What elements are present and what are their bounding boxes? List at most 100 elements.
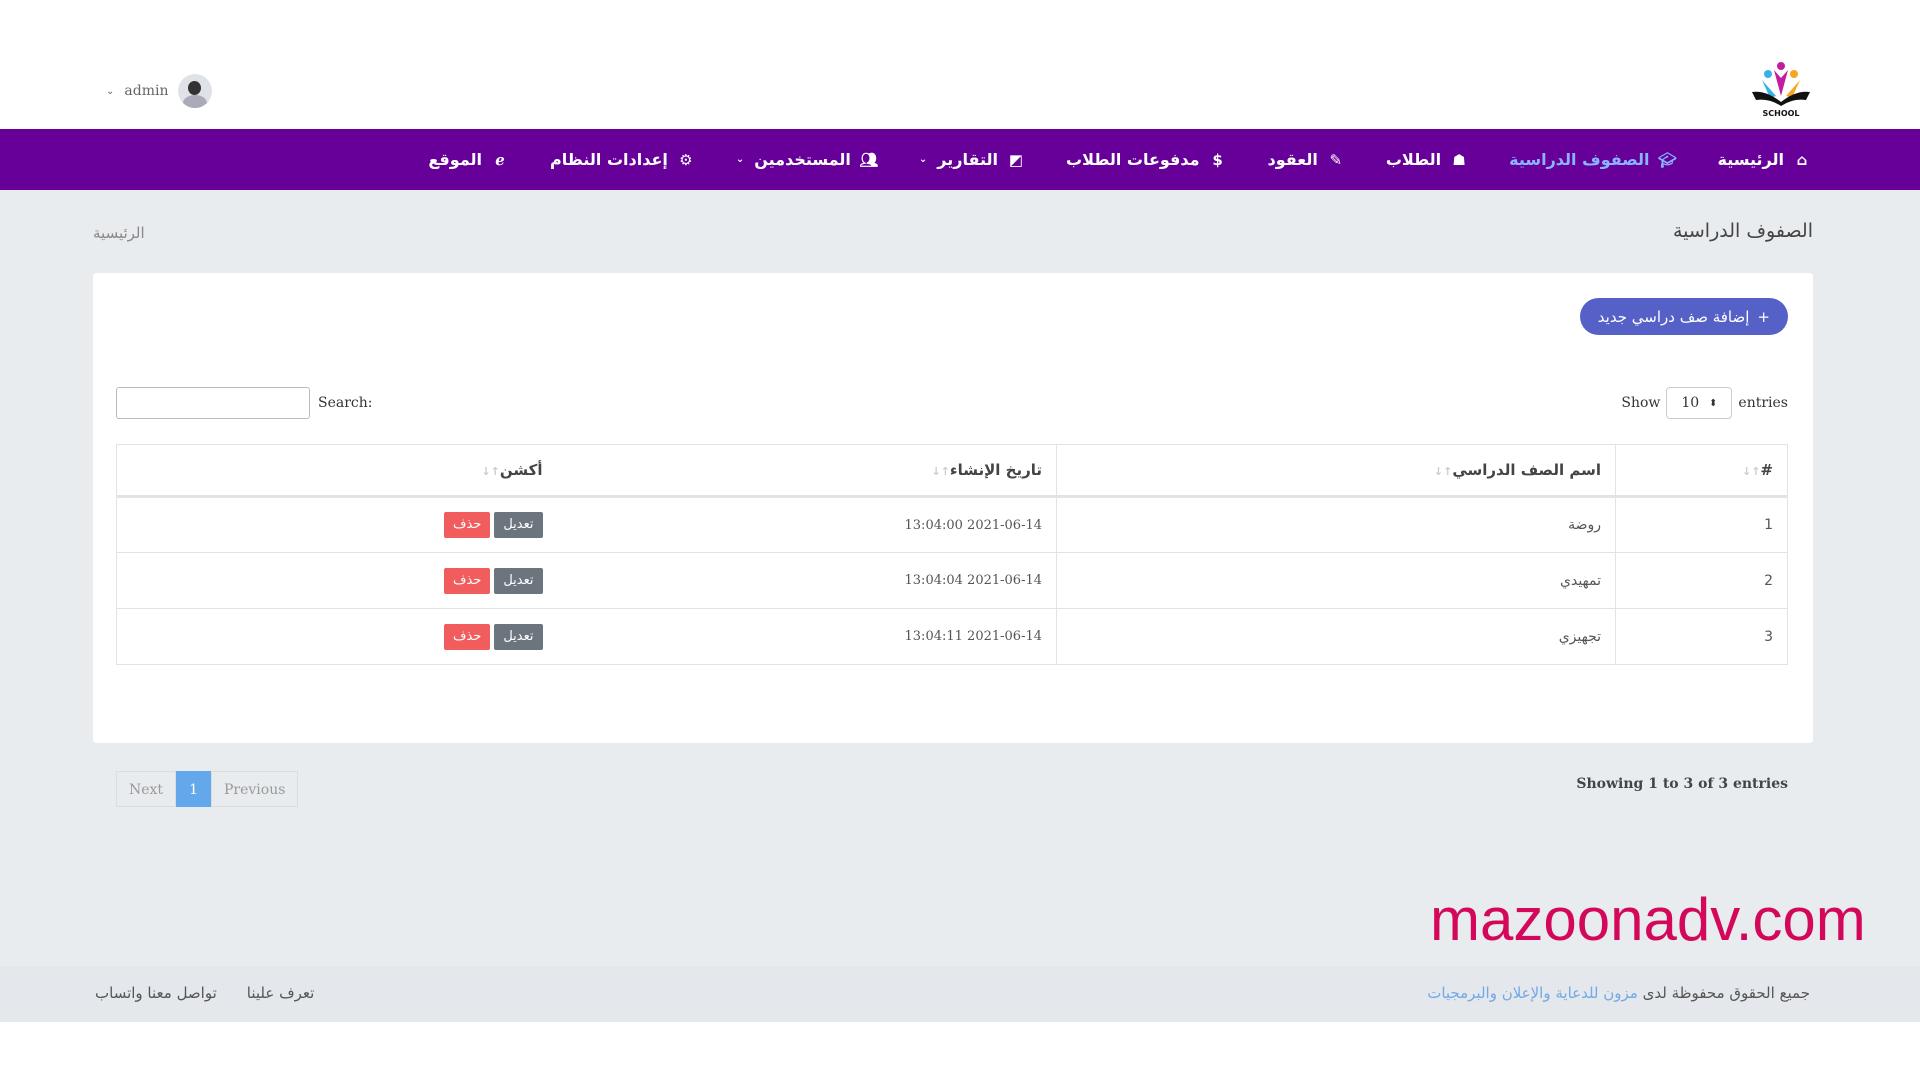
col-action[interactable]: أكشن↑↓ <box>116 444 557 498</box>
page-1-button[interactable]: 1 <box>176 771 211 807</box>
sort-icon: ↑↓ <box>1433 465 1453 478</box>
footer: جميع الحقوق محفوظة لدى مزون للدعاية والإ… <box>0 966 1920 1022</box>
sort-icon: ↑↓ <box>931 465 950 478</box>
cell-date: 2021-06-14 13:04:00 <box>556 496 1057 553</box>
col-name[interactable]: اسم الصف الدراسي↑↓ <box>1056 444 1616 498</box>
chevron-down-icon: ⌄ <box>918 154 928 165</box>
edit-button[interactable]: تعديل <box>494 512 543 538</box>
school-logo[interactable]: SCHOOL <box>1748 60 1814 120</box>
nav-label: الصفوف الدراسية <box>1509 150 1650 169</box>
home-icon: ⌂ <box>1796 150 1808 169</box>
nav-label: التقارير <box>937 150 998 169</box>
previous-page-button[interactable]: Previous <box>210 771 299 807</box>
breadcrumb-home[interactable]: الرئيسية <box>93 224 145 242</box>
search-label: Search: <box>318 395 373 411</box>
nav-users[interactable]: 👥︎ المستخدمين ⌄ <box>736 150 879 169</box>
classes-table: #↑↓ اسم الصف الدراسي↑↓ تاريخ الإنشاء↑↓ أ… <box>116 444 1788 665</box>
nav-label: الرئيسية <box>1717 150 1785 169</box>
svg-text:SCHOOL: SCHOOL <box>1762 109 1799 118</box>
copyright: جميع الحقوق محفوظة لدى مزون للدعاية والإ… <box>1427 984 1810 1002</box>
delete-button[interactable]: حذف <box>443 567 491 594</box>
cell-actions: تعديلحذف <box>116 496 557 553</box>
file-signature-icon: ✎ <box>1329 150 1343 169</box>
pagination: Next 1 Previous <box>116 771 299 807</box>
users-icon: 👥︎ <box>859 150 879 169</box>
header-label: أكشن <box>499 461 543 479</box>
nav-home[interactable]: ⌂ الرئيسية <box>1718 150 1813 169</box>
sort-arrows-icon: ⬍ <box>1709 397 1718 409</box>
nav-label: الموقع <box>428 150 483 169</box>
delete-button[interactable]: حذف <box>443 623 491 650</box>
nav-contracts[interactable]: ✎ العقود <box>1268 150 1346 169</box>
show-label: Show <box>1621 395 1661 411</box>
cell-name: تمهيدي <box>1056 552 1616 609</box>
edit-button[interactable]: تعديل <box>494 567 543 594</box>
nav-payments[interactable]: $ مدفوعات الطلاب <box>1066 150 1228 169</box>
entries-select[interactable]: 10 ⬍ <box>1666 387 1733 419</box>
entries-value: 10 <box>1681 395 1700 411</box>
edit-square-icon: ◩ <box>1008 150 1024 169</box>
table-row: 1 روضة 2021-06-14 13:04:00 تعديلحذف <box>116 496 1788 553</box>
graduation-cap-icon: 🎓︎ <box>1657 150 1678 169</box>
avatar <box>178 74 213 108</box>
chevron-down-icon: ⌄ <box>106 85 115 97</box>
user-graduate-icon: ☗ <box>1452 150 1466 169</box>
entries-length: Show 10 ⬍ entries <box>1621 387 1788 419</box>
page-title: الصفوف الدراسية <box>1672 220 1813 242</box>
chevron-down-icon: ⌄ <box>735 154 745 165</box>
nav-label: مدفوعات الطلاب <box>1066 150 1200 169</box>
add-class-label: إضافة صف دراسي جديد <box>1597 307 1750 326</box>
header-label: تاريخ الإنشاء <box>949 461 1042 479</box>
cell-number: 1 <box>1615 496 1788 553</box>
col-number[interactable]: #↑↓ <box>1615 444 1788 498</box>
entries-label: entries <box>1738 395 1788 411</box>
about-link[interactable]: تعرف علينا <box>246 984 315 1002</box>
user-menu[interactable]: ⌄ admin <box>106 74 213 108</box>
watermark: mazoonadv.com <box>1430 886 1866 953</box>
cell-name: روضة <box>1056 496 1616 553</box>
header-label: اسم الصف الدراسي <box>1452 461 1601 479</box>
table-row: 2 تمهيدي 2021-06-14 13:04:04 تعديلحذف <box>116 552 1788 609</box>
table-row: 3 تجهيزي 2021-06-14 13:04:11 تعديلحذف <box>116 608 1788 665</box>
company-link[interactable]: مزون للدعاية والإعلان والبرمجيات <box>1427 984 1638 1002</box>
nav-label: الطلاب <box>1385 150 1442 169</box>
nav-label: المستخدمين <box>754 150 851 169</box>
cell-number: 2 <box>1615 552 1788 609</box>
cell-date: 2021-06-14 13:04:11 <box>556 608 1057 665</box>
copyright-text: جميع الحقوق محفوظة لدى <box>1642 984 1810 1002</box>
user-name: admin <box>124 83 169 99</box>
edit-button[interactable]: تعديل <box>494 623 543 650</box>
cell-actions: تعديلحذف <box>116 608 557 665</box>
main-content: الصفوف الدراسية الرئيسية + إضافة صف دراسي… <box>0 190 1920 966</box>
nav-reports[interactable]: ◩ التقارير ⌄ <box>919 150 1026 169</box>
main-nav: ⌂ الرئيسية 🎓︎ الصفوف الدراسية ☗ الطلاب ✎ الع… <box>0 129 1920 190</box>
cell-date: 2021-06-14 13:04:04 <box>556 552 1057 609</box>
table-info: Showing 1 to 3 of 3 entries <box>1576 776 1788 792</box>
cell-actions: تعديلحذف <box>116 552 557 609</box>
dollar-icon: $ <box>1212 150 1223 169</box>
nav-classes[interactable]: 🎓︎ الصفوف الدراسية <box>1509 150 1677 169</box>
header-label: # <box>1760 461 1773 479</box>
classes-card: + إضافة صف دراسي جديد Show 10 ⬍ entries Se… <box>93 273 1813 807</box>
nav-settings[interactable]: ⚙ إعدادات النظام <box>550 150 696 169</box>
plus-icon: + <box>1757 307 1770 326</box>
search-box: Search: <box>116 387 373 419</box>
delete-button[interactable]: حذف <box>443 512 491 538</box>
whatsapp-link[interactable]: تواصل معنا واتساب <box>95 984 217 1002</box>
nav-students[interactable]: ☗ الطلاب <box>1386 150 1469 169</box>
nav-website[interactable]: ℯ الموقع <box>428 150 510 169</box>
search-input[interactable] <box>116 387 310 419</box>
gear-icon: ⚙ <box>679 150 693 169</box>
cell-number: 3 <box>1615 608 1788 665</box>
top-header: SCHOOL ⌄ admin <box>0 0 1920 129</box>
col-date[interactable]: تاريخ الإنشاء↑↓ <box>556 444 1057 498</box>
nav-label: إعدادات النظام <box>550 150 668 169</box>
nav-label: العقود <box>1267 150 1318 169</box>
footer-links: تعرف علينا تواصل معنا واتساب <box>95 984 314 1002</box>
sort-icon: ↑↓ <box>481 465 500 478</box>
cell-name: تجهيزي <box>1056 608 1616 665</box>
sort-icon: ↑↓ <box>1741 465 1761 478</box>
internet-explorer-icon: ℯ <box>495 150 505 169</box>
next-page-button[interactable]: Next <box>116 771 177 807</box>
add-class-button[interactable]: + إضافة صف دراسي جديد <box>1579 298 1788 335</box>
